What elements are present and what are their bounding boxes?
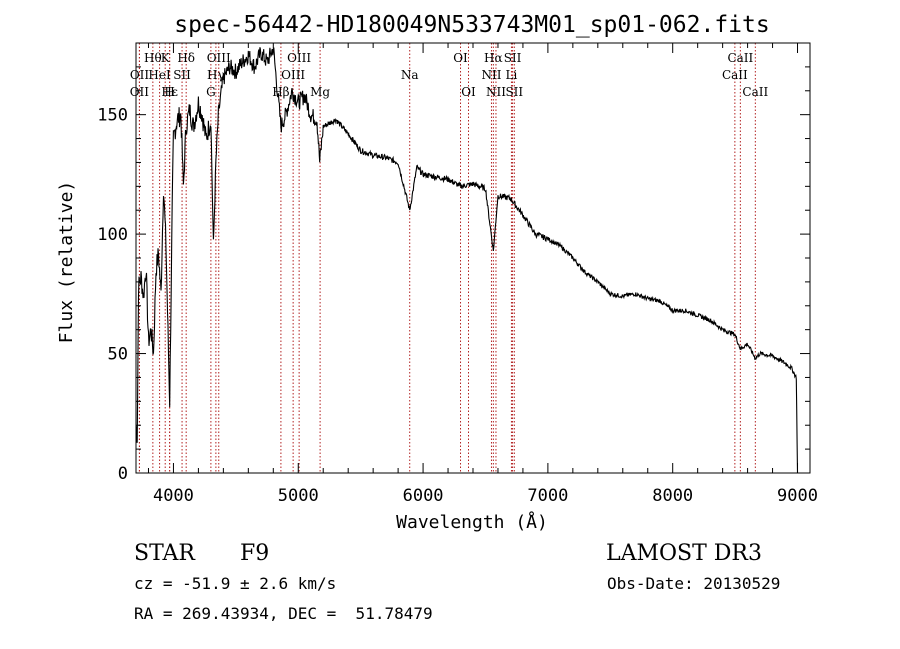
y-tick-label: 0 [118, 464, 128, 484]
line-marker-label: CaII [727, 51, 753, 65]
plot-frame [135, 42, 811, 474]
coordinates: RA = 269.43934, DEC = 51.78479 [134, 604, 433, 623]
line-marker-label: OIII [207, 51, 231, 65]
line-marker-label: G [206, 85, 216, 99]
line-marker-label: OIII [281, 68, 305, 82]
y-tick-label: 150 [97, 106, 128, 126]
line-marker-label: NII [481, 68, 501, 82]
line-marker-label: Li [506, 68, 518, 82]
y-axis-label: Flux (relative) [56, 181, 77, 344]
line-marker-label: Hα [484, 51, 503, 65]
y-axis: 0 50 100 150 [97, 42, 810, 484]
series-line [135, 47, 799, 474]
x-tick-label: 7000 [527, 486, 568, 506]
line-marker-label: CaII [742, 85, 768, 99]
line-marker-label: K [161, 51, 171, 65]
line-marker-label: Hβ [272, 85, 289, 99]
line-marker-label: Hγ [207, 68, 225, 82]
line-marker-label: OII [130, 68, 150, 82]
object-class: STAR [134, 541, 196, 566]
chart-title: spec-56442-HD180049N533743M01_sp01-062.f… [174, 12, 769, 38]
x-axis-label: Wavelength (Å) [396, 511, 548, 533]
observation-date: Obs-Date: 20130529 [607, 574, 780, 593]
line-marker-label: Hε [161, 85, 178, 99]
survey-name: LAMOST DR3 [606, 541, 762, 566]
line-marker-label: CaII [722, 68, 748, 82]
line-marker-label: NII [486, 85, 506, 99]
line-marker-label: SII [173, 68, 191, 82]
line-markers [138, 43, 756, 473]
y-tick-label: 50 [108, 345, 128, 365]
redshift-cz: cz = -51.9 ± 2.6 km/s [134, 574, 336, 593]
line-marker-label: Hθ [144, 51, 162, 65]
object-subclass: F9 [240, 541, 269, 566]
line-marker-label: OII [130, 85, 150, 99]
line-marker-label: SII [505, 85, 523, 99]
x-tick-label: 4000 [153, 486, 194, 506]
x-tick-label: 5000 [278, 486, 319, 506]
line-marker-label: SII [504, 51, 522, 65]
line-marker-labels: HθOIIOIIHeIKHεHSIIHδGHγOIIIHβOIIIOIIIMgN… [130, 51, 769, 99]
line-marker-label: Na [401, 68, 419, 82]
line-marker-label: Hδ [177, 51, 195, 65]
line-marker-label: OI [453, 51, 468, 65]
line-marker-label: Mg [310, 85, 330, 99]
line-marker-label: H [164, 85, 174, 99]
line-marker-label: OIII [287, 51, 311, 65]
line-marker-label: OI [461, 85, 476, 99]
x-tick-label: 9000 [777, 486, 818, 506]
x-tick-label: 6000 [403, 486, 444, 506]
line-marker-label: HeI [148, 68, 171, 82]
y-tick-label: 100 [97, 225, 128, 245]
x-axis: 4000 5000 6000 7000 8000 9000 [147, 43, 818, 506]
x-tick-label: 8000 [652, 486, 693, 506]
